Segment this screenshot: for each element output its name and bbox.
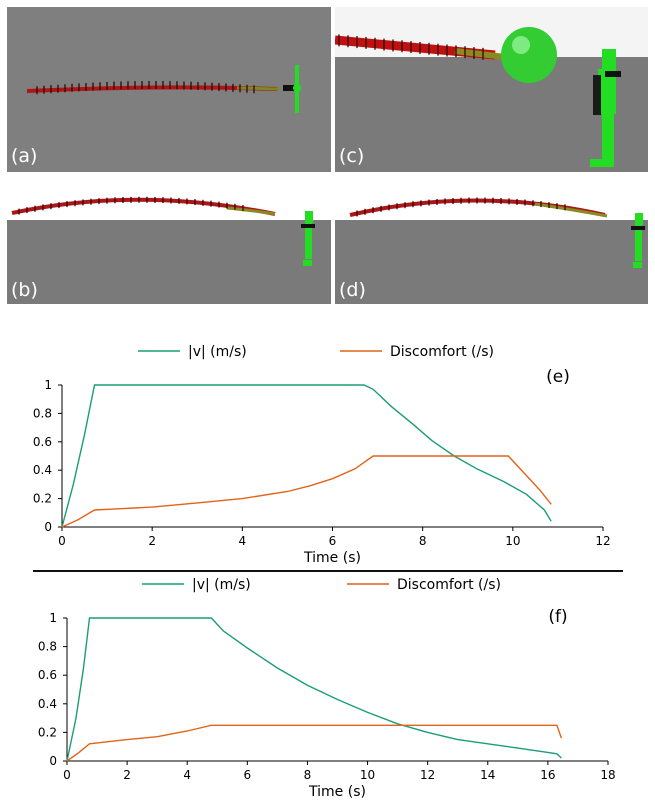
simulation-panel-d: (d) (335, 178, 648, 304)
x-tick-label: 8 (419, 534, 427, 548)
panel-label-b: (b) (11, 279, 38, 301)
y-tick-label: 0.8 (33, 406, 52, 420)
y-tick-label: 0 (44, 520, 52, 534)
legend-label: |v| (m/s) (192, 577, 251, 593)
y-tick-label: 1 (44, 378, 52, 392)
chart-panel-label: (f) (548, 607, 567, 627)
chart-f: 0 2 4 6 8 10 12 14 16 18 0 0.2 0.4 0.6 0.8 1 Time (s) (f)… (38, 577, 616, 800)
scene-d (335, 178, 648, 304)
scene-a (7, 7, 331, 172)
series-line-velocity (61, 384, 552, 528)
x-tick-label: 4 (239, 534, 247, 548)
scene-c (335, 7, 648, 172)
y-tick-label: 0.2 (38, 725, 57, 739)
series-line-velocity (66, 617, 562, 762)
y-tick-label: 0.2 (33, 492, 52, 506)
x-tick-label: 2 (123, 768, 131, 782)
legend-label: |v| (m/s) (188, 344, 247, 360)
simulation-panel-c: (c) (335, 7, 648, 172)
y-tick-label: 0.6 (33, 435, 52, 449)
x-tick-label: 2 (148, 534, 156, 548)
x-tick-label: 6 (329, 534, 337, 548)
series-line-discomfort (61, 455, 552, 528)
chart-e: 0 2 4 6 8 10 12 0 0.2 0.4 0.6 0.8 1 Time (s) (e) |v| (m… (33, 344, 611, 566)
x-tick-label: 12 (420, 768, 435, 782)
simulation-panel-b: (b) (7, 178, 331, 304)
x-tick-label: 12 (595, 534, 610, 548)
chart-divider (33, 570, 623, 572)
y-tick-label: 1 (49, 611, 57, 625)
x-tick-label: 8 (304, 768, 312, 782)
panel-label-d: (d) (339, 279, 366, 301)
x-tick-label: 0 (63, 768, 71, 782)
panel-label-a: (a) (11, 145, 38, 167)
legend-label: Discomfort (/s) (397, 577, 501, 593)
simulation-panel-a: (a) (7, 7, 331, 172)
x-tick-label: 14 (480, 768, 495, 782)
x-tick-label: 0 (58, 534, 66, 548)
y-tick-label: 0.4 (38, 697, 57, 711)
x-axis-label: Time (s) (308, 784, 366, 800)
x-axis-label: Time (s) (303, 550, 361, 566)
panel-label-c: (c) (339, 145, 365, 167)
x-tick-label: 4 (183, 768, 191, 782)
x-tick-label: 18 (600, 768, 615, 782)
scene-b (7, 178, 331, 304)
legend-label: Discomfort (/s) (390, 344, 494, 360)
y-tick-label: 0.4 (33, 463, 52, 477)
x-tick-label: 10 (505, 534, 520, 548)
series-line-discomfort (66, 724, 563, 762)
y-tick-label: 0 (49, 754, 57, 768)
x-tick-label: 10 (360, 768, 375, 782)
x-tick-label: 6 (244, 768, 252, 782)
y-tick-label: 0.8 (38, 640, 57, 654)
chart-panel-label: (e) (546, 367, 570, 387)
y-tick-label: 0.6 (38, 668, 57, 682)
x-tick-label: 16 (540, 768, 555, 782)
